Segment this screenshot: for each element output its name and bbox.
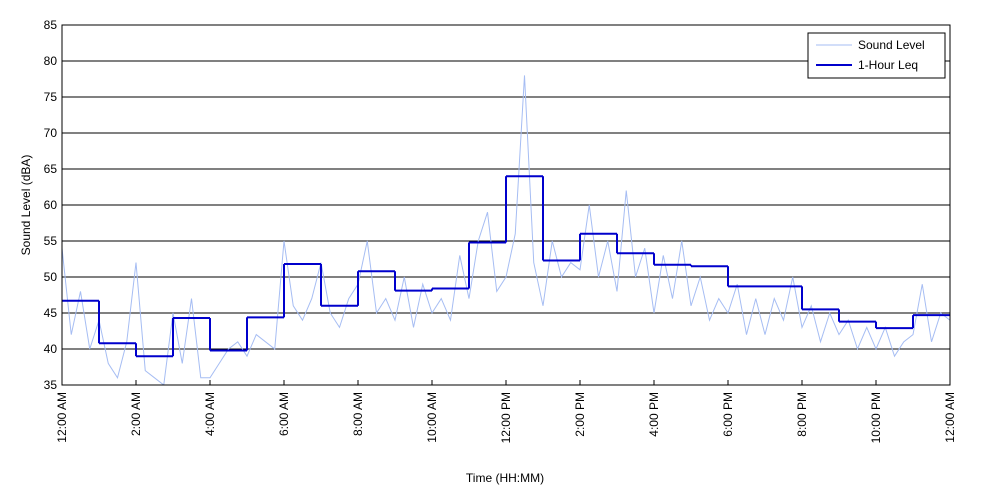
y-axis-label: Sound Level (dBA) bbox=[19, 155, 33, 256]
legend-label: 1-Hour Leq bbox=[858, 58, 918, 72]
x-tick-label: 6:00 AM bbox=[277, 392, 291, 436]
x-tick-label: 12:00 AM bbox=[943, 392, 957, 443]
x-tick-label: 12:00 AM bbox=[55, 392, 69, 443]
y-tick-label: 80 bbox=[44, 54, 58, 68]
x-tick-label: 8:00 AM bbox=[351, 392, 365, 436]
x-tick-label: 2:00 AM bbox=[129, 392, 143, 436]
x-tick-label: 12:00 PM bbox=[499, 392, 513, 443]
y-tick-label: 65 bbox=[44, 162, 58, 176]
x-tick-label: 8:00 PM bbox=[795, 392, 809, 437]
x-axis-label: Time (HH:MM) bbox=[466, 471, 544, 485]
y-tick-label: 35 bbox=[44, 378, 58, 392]
x-tick-label: 4:00 AM bbox=[203, 392, 217, 436]
x-tick-label: 2:00 PM bbox=[573, 392, 587, 437]
legend-box bbox=[807, 32, 946, 79]
y-tick-label: 75 bbox=[44, 90, 58, 104]
legend-label: Sound Level bbox=[858, 38, 925, 52]
y-tick-label: 70 bbox=[44, 126, 58, 140]
x-tick-label: 4:00 PM bbox=[647, 392, 661, 437]
x-tick-label: 10:00 AM bbox=[425, 392, 439, 443]
sound-line bbox=[62, 75, 950, 385]
plot-series bbox=[62, 75, 950, 385]
plot-frame bbox=[61, 24, 951, 386]
y-tick-label: 55 bbox=[44, 234, 58, 248]
y-tick-label: 45 bbox=[44, 306, 58, 320]
y-tick-label: 60 bbox=[44, 198, 58, 212]
x-tick-label: 10:00 PM bbox=[869, 392, 883, 443]
y-tick-label: 40 bbox=[44, 342, 58, 356]
y-tick-label: 50 bbox=[44, 270, 58, 284]
x-tick-label: 6:00 PM bbox=[721, 392, 735, 437]
y-tick-label: 85 bbox=[44, 18, 58, 32]
